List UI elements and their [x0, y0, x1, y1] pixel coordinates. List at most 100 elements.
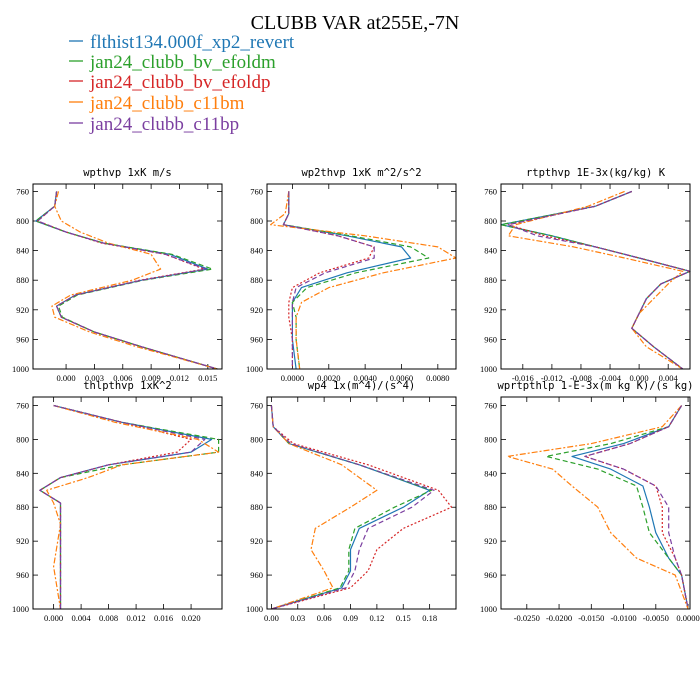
y-tick-label: 760 [484, 400, 497, 410]
plot-frame [266, 396, 457, 610]
series-line [270, 405, 432, 610]
x-tick-label: 0.0040 [353, 373, 376, 383]
y-tick-label: 800 [484, 216, 497, 226]
chart-panel: wpthvp 1xK m/s 760 800 840 880 920 960 1000 0.00… [12, 167, 223, 383]
x-tick-label: 0.0000 [281, 373, 304, 383]
x-tick-label: 0.0080 [426, 373, 449, 383]
x-tick-label: 0.006 [113, 373, 132, 383]
y-tick-label: 760 [16, 186, 29, 196]
x-tick-label: -0.0100 [610, 613, 636, 623]
series-line [545, 405, 689, 610]
legend-item: flthist134.000f_xp2_revert [69, 32, 295, 53]
x-tick-label: 0.009 [142, 373, 161, 383]
x-tick-label: -0.008 [570, 373, 592, 383]
legend-label: jan24_clubb_bv_efoldp [89, 72, 270, 93]
series-line [270, 405, 435, 610]
legend-label: flthist134.000f_xp2_revert [90, 32, 295, 53]
x-tick-label: 0.008 [99, 613, 118, 623]
panel-title: wp2thvp 1xK m^2/s^2 [301, 167, 421, 179]
x-tick-label: 0.03 [290, 613, 305, 623]
chart-panel: thlpthvp 1xK^2 760 800 840 880 920 960 1000 0.00… [12, 380, 223, 623]
y-tick-label: 880 [250, 502, 263, 512]
y-tick-label: 920 [16, 536, 29, 546]
x-tick-label: -0.012 [541, 373, 563, 383]
legend-label: jan24_clubb_bv_efoldm [89, 52, 276, 73]
legend-item: jan24_clubb_c11bp [69, 114, 239, 135]
series-line [270, 405, 453, 610]
y-tick-label: 880 [484, 502, 497, 512]
x-tick-label: -0.0250 [514, 613, 540, 623]
x-tick-label: 0.020 [182, 613, 201, 623]
y-tick-label: 800 [250, 434, 263, 444]
series-line [37, 191, 218, 370]
x-tick-label: 0.00 [264, 613, 279, 623]
y-tick-label: 800 [16, 216, 29, 226]
y-tick-label: 880 [484, 275, 497, 285]
y-tick-label: 760 [484, 186, 497, 196]
y-tick-label: 800 [484, 434, 497, 444]
x-tick-label: 0.000 [44, 613, 63, 623]
x-tick-label: -0.0200 [546, 613, 572, 623]
y-tick-label: 920 [250, 536, 263, 546]
series-line [584, 405, 689, 610]
x-tick-label: 0.0020 [317, 373, 340, 383]
series-line [39, 404, 206, 609]
y-tick-label: 1000 [12, 604, 29, 614]
series-line [270, 405, 378, 610]
series-line [500, 190, 691, 370]
series-line [507, 190, 684, 370]
y-tick-label: 1000 [480, 604, 497, 614]
x-tick-label: 0.0000 [676, 613, 699, 623]
legend-label: jan24_clubb_c11bp [89, 114, 239, 135]
series-line [270, 191, 457, 370]
x-tick-label: 0.09 [343, 613, 358, 623]
series-line [51, 191, 218, 370]
y-tick-label: 1000 [12, 364, 29, 374]
plot-frame [266, 183, 457, 370]
y-tick-label: 960 [484, 570, 497, 580]
panel-title: wprtpthlp 1-E-3x(m kg K)/(s kg) [498, 380, 694, 392]
x-tick-label: 0.06 [317, 613, 332, 623]
legend: flthist134.000f_xp2_revert jan24_clubb_b… [69, 32, 295, 135]
y-tick-label: 800 [250, 216, 263, 226]
plot-frame [32, 396, 223, 610]
y-tick-label: 960 [250, 334, 263, 344]
x-tick-label: 0.15 [396, 613, 411, 623]
y-tick-label: 960 [484, 334, 497, 344]
y-tick-label: 920 [250, 305, 263, 315]
legend-item: jan24_clubb_c11bm [69, 93, 245, 114]
legend-item: jan24_clubb_bv_efoldm [69, 52, 276, 73]
panels: wpthvp 1xK m/s76080084088092096010000.00… [12, 167, 700, 623]
x-tick-label: 0.004 [659, 373, 679, 383]
plot-frame [32, 183, 223, 370]
series-line [46, 404, 220, 610]
x-tick-label: 0.003 [85, 373, 104, 383]
chart-panel: wp4 1x(m^4)/(s^4)76080084088092096010000… [246, 380, 457, 623]
y-tick-label: 880 [16, 275, 29, 285]
y-tick-label: 800 [16, 434, 29, 444]
y-tick-label: 840 [250, 468, 263, 478]
x-tick-label: -0.0050 [643, 613, 669, 623]
x-tick-label: -0.004 [599, 373, 622, 383]
plot-frame [500, 183, 691, 370]
x-tick-label: 0.012 [170, 373, 189, 383]
panel-title: wpthvp 1xK m/s [83, 167, 172, 179]
x-tick-label: -0.016 [512, 373, 534, 383]
x-tick-label: 0.18 [422, 613, 437, 623]
x-tick-label: 0.016 [154, 613, 173, 623]
series-line [39, 404, 220, 609]
x-tick-label: 0.0060 [390, 373, 413, 383]
y-tick-label: 960 [16, 334, 29, 344]
y-tick-label: 960 [250, 570, 263, 580]
y-tick-label: 960 [16, 570, 29, 580]
y-tick-label: 1000 [246, 604, 263, 614]
panel-title: wp4 1x(m^4)/(s^4) [308, 380, 415, 392]
y-tick-label: 920 [16, 305, 29, 315]
y-tick-label: 760 [250, 186, 263, 196]
x-tick-label: 0.012 [127, 613, 146, 623]
chart-panel: rtpthvp 1E-3x(kg/kg) K 760 800 840 880 920 960… [480, 167, 691, 383]
chart-panel: wprtpthlp 1-E-3x(m kg K)/(s kg)760 800 840… [480, 380, 700, 623]
y-tick-label: 760 [16, 400, 29, 410]
series-line [282, 191, 412, 370]
